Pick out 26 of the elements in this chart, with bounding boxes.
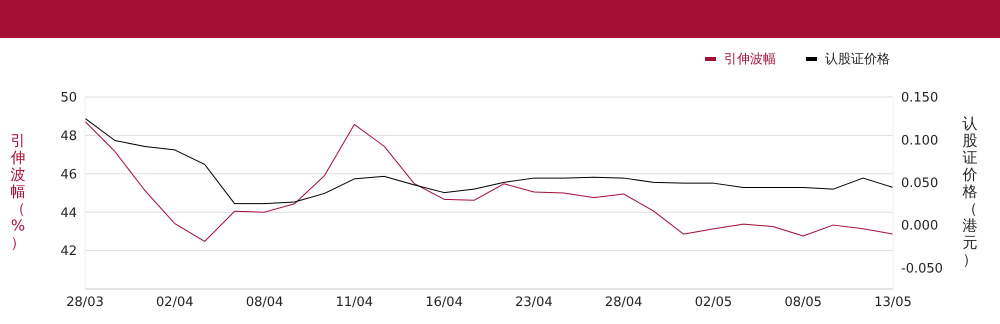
line-series — [85, 118, 893, 204]
text: 认股证价格（港元） — [962, 114, 978, 268]
x-tick-label: 11/04 — [336, 295, 374, 310]
y-axis-title: 引伸波幅（%） — [10, 132, 26, 252]
y-tick-label: 50 — [60, 90, 77, 106]
x-tick-label: 02/04 — [156, 295, 194, 310]
x-tick-label: 23/04 — [515, 295, 553, 310]
y2-tick-label: 0.150 — [901, 90, 938, 106]
y-tick-label: 46 — [60, 167, 77, 182]
y2-tick-label: 0.000 — [901, 218, 938, 234]
y-tick-label: 48 — [60, 129, 77, 144]
y-tick-label: 44 — [60, 206, 77, 221]
x-tick-label: 13/05 — [874, 295, 912, 310]
x-tick-label: 02/05 — [694, 295, 732, 310]
x-tick-label: 08/04 — [246, 295, 284, 310]
x-tick-label: 08/05 — [784, 295, 822, 310]
line-series — [85, 120, 893, 242]
y-tick-label: 42 — [60, 244, 77, 260]
legend-label: 认股证价格 — [824, 51, 890, 68]
x-tick-label: 16/04 — [425, 295, 463, 310]
x-tick-label: 28/04 — [604, 295, 642, 310]
y2-tick-label: -0.050 — [901, 261, 943, 276]
y2-tick-label: 0.100 — [901, 133, 938, 148]
y2-tick-label: 0.050 — [901, 176, 938, 191]
legend-label: 引伸波幅 — [723, 51, 776, 68]
x-tick-label: 28/03 — [66, 295, 104, 310]
